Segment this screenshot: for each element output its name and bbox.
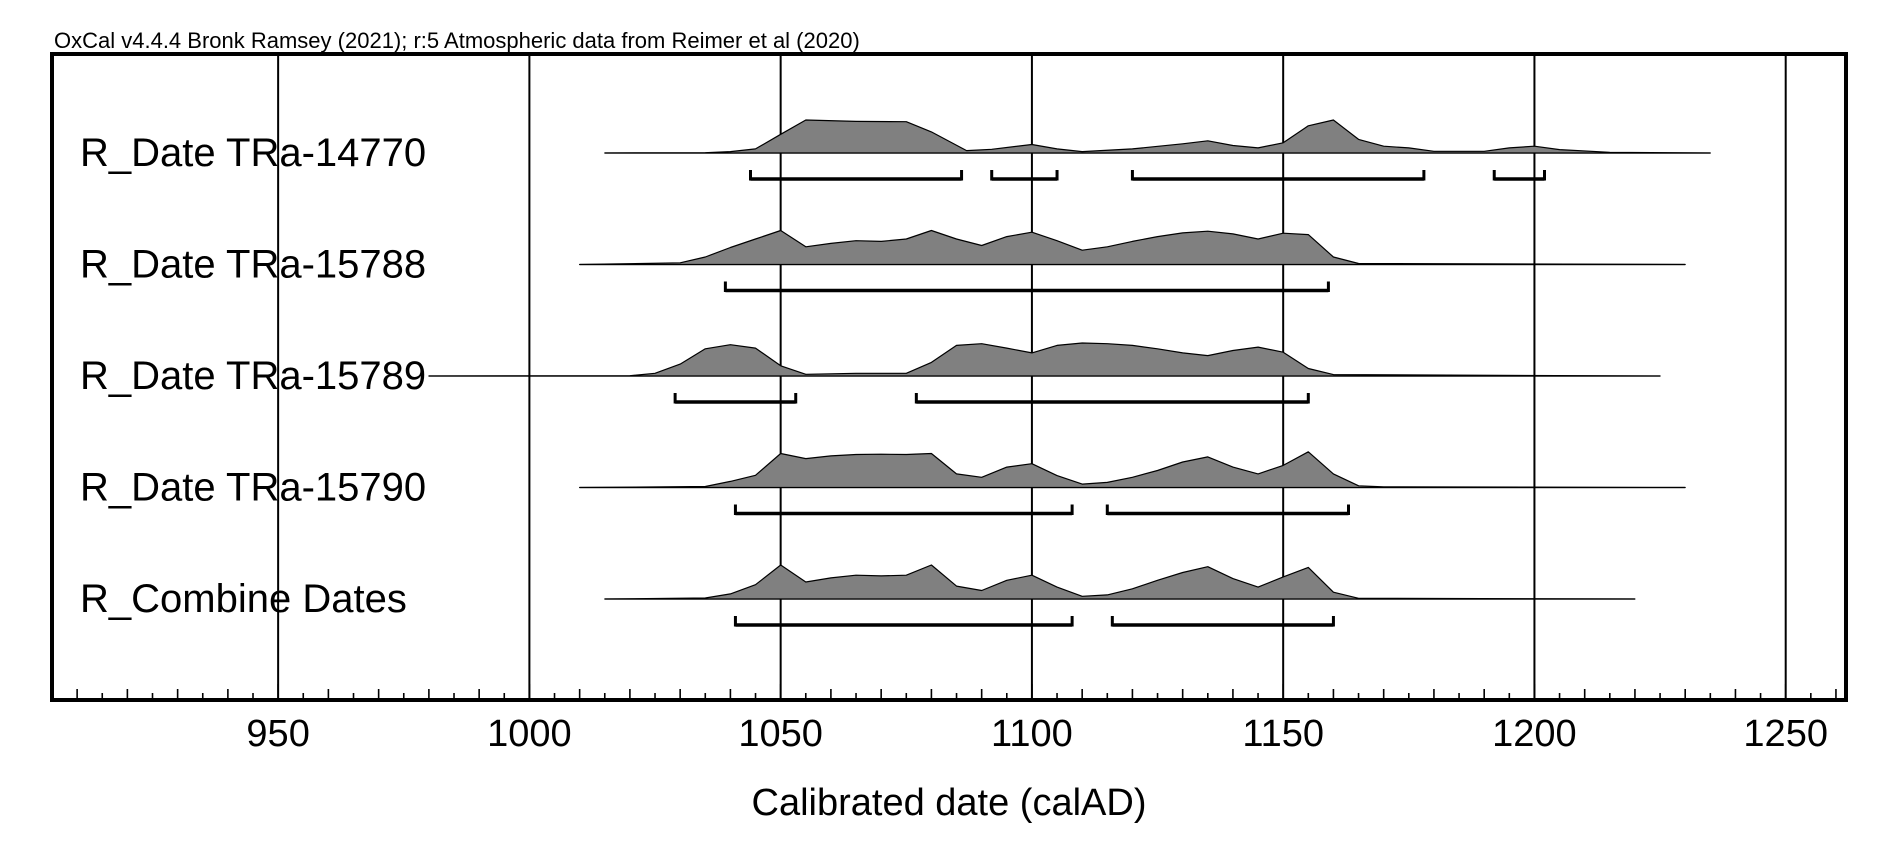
range-r-date-tra-15790-2 xyxy=(1105,504,1351,516)
tick-label-1050: 1050 xyxy=(738,713,823,755)
row-labels-layer: R_Date TRa-14770 R_Date TRa-15788 R_Date T… xyxy=(80,131,426,621)
tick-label-1200: 1200 xyxy=(1492,713,1577,755)
distribution-r-date-tra-15790 xyxy=(579,451,1686,489)
range-r-combine-dates-2 xyxy=(1110,616,1335,627)
distribution-r-date-tra-15789 xyxy=(428,342,1661,377)
ranges-layer xyxy=(673,170,1546,627)
tick-label-950: 950 xyxy=(246,713,309,755)
tick-label-1250: 1250 xyxy=(1743,713,1828,755)
x-axis-label: Calibrated date (calAD) xyxy=(752,782,1147,824)
tick-label-1150: 1150 xyxy=(1242,713,1324,755)
tick-label-1100: 1100 xyxy=(991,713,1073,755)
grid-layer xyxy=(277,54,1787,700)
row-label-r-date-tra-15789: R_Date TRa-15789 xyxy=(80,354,426,398)
header-caption: OxCal v4.4.4 Bronk Ramsey (2021); r:5 At… xyxy=(54,28,860,53)
plot-frame xyxy=(50,52,1848,702)
range-r-date-tra-15789-2 xyxy=(914,393,1310,404)
distributions-layer xyxy=(428,119,1711,600)
row-label-r-combine-dates: R_Combine Dates xyxy=(80,577,407,621)
distribution-r-date-tra-14770 xyxy=(604,119,1711,154)
range-r-date-tra-14770-3 xyxy=(1130,170,1426,181)
distribution-r-combine-dates xyxy=(604,564,1636,600)
x-axis-ticks: 950 1000 1050 1100 1150 1200 1250 xyxy=(76,684,1837,755)
tick-label-1000: 1000 xyxy=(487,713,572,755)
distribution-r-date-tra-15788 xyxy=(579,229,1686,266)
row-label-r-date-tra-15790: R_Date TRa-15790 xyxy=(80,466,426,510)
row-label-r-date-tra-15788: R_Date TRa-15788 xyxy=(80,243,426,287)
range-r-date-tra-15789-1 xyxy=(673,393,798,404)
range-r-date-tra-15790-1 xyxy=(733,504,1074,516)
row-label-r-date-tra-14770: R_Date TRa-14770 xyxy=(80,131,426,175)
range-r-date-tra-14770-2 xyxy=(990,170,1059,181)
range-r-date-tra-14770-4 xyxy=(1492,170,1546,181)
range-r-date-tra-14770-1 xyxy=(749,170,964,181)
range-r-date-tra-15788-1 xyxy=(723,281,1330,293)
range-r-combine-dates-1 xyxy=(733,616,1074,627)
